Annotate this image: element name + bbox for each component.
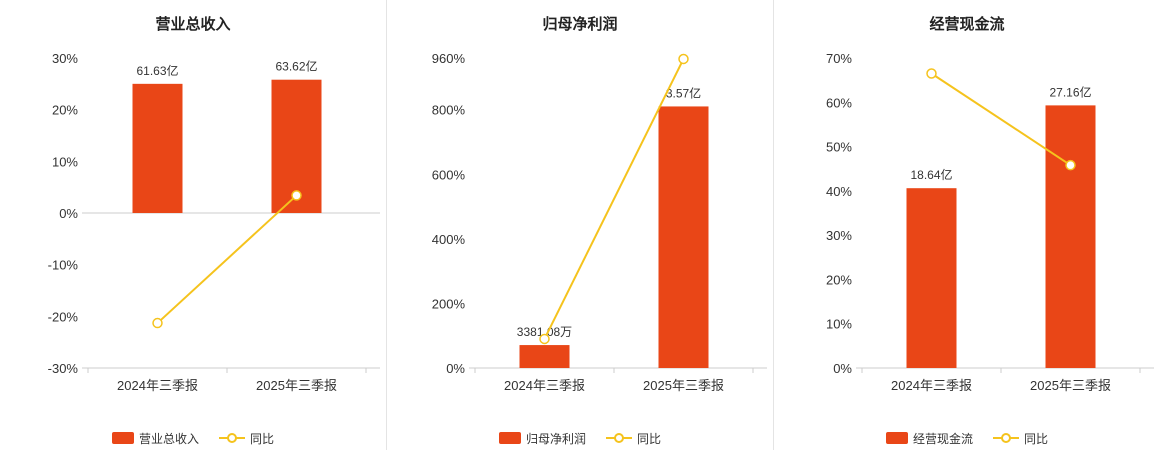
yoy-line bbox=[156, 194, 298, 324]
x-category-label: 2024年三季报 bbox=[117, 378, 198, 393]
x-category-label: 2025年三季报 bbox=[643, 378, 724, 393]
bar-series-2-item-0[interactable] bbox=[906, 188, 957, 368]
y-tick-label: 20% bbox=[52, 103, 78, 118]
yoy-marker[interactable] bbox=[1065, 159, 1076, 171]
legend-label: 归母净利润 bbox=[525, 431, 586, 446]
x-category-label: 2024年三季报 bbox=[504, 378, 585, 393]
bar-value-label: 61.63亿 bbox=[136, 63, 178, 78]
yoy-marker[interactable] bbox=[678, 53, 689, 65]
legend-label: 同比 bbox=[637, 431, 662, 446]
yoy-marker[interactable] bbox=[539, 333, 550, 345]
legend-item-line[interactable]: 同比 bbox=[219, 430, 274, 447]
y-tick-label: 10% bbox=[826, 317, 852, 332]
chart-panel-cash-flow: 经营现金流 70% 60% 50% 40% 30% 20% 10% 0% 18.64亿 27.16… bbox=[773, 0, 1160, 450]
legend: 归母净利润 同比 bbox=[387, 426, 773, 450]
y-tick-label: 20% bbox=[826, 272, 852, 287]
bar-series-1-item-0[interactable] bbox=[519, 345, 570, 368]
legend-item-bar[interactable]: 营业总收入 bbox=[111, 430, 199, 447]
legend-label: 经营现金流 bbox=[912, 431, 973, 446]
y-tick-label: 200% bbox=[432, 296, 466, 311]
legend-item-line[interactable]: 同比 bbox=[606, 430, 661, 447]
y-tick-label: 10% bbox=[52, 154, 78, 169]
y-tick-label: 400% bbox=[432, 232, 466, 247]
y-tick-label: 960% bbox=[432, 51, 466, 66]
chart-title: 营业总收入 bbox=[155, 16, 231, 33]
bar-series-0-item-0[interactable] bbox=[132, 83, 183, 213]
plot-area-2: 70% 60% 50% 40% 30% 20% 10% 0% 18.64亿 27.16亿 2024年… bbox=[826, 51, 1154, 393]
bar-value-label: 3381.08万 bbox=[517, 325, 572, 339]
y-tick-label: 70% bbox=[826, 51, 852, 66]
y-tick-label: -10% bbox=[48, 258, 79, 273]
yoy-line bbox=[930, 72, 1072, 167]
yoy-line bbox=[543, 58, 685, 340]
chart-title: 归母净利润 bbox=[542, 16, 618, 33]
y-tick-label: 50% bbox=[826, 140, 852, 155]
y-tick-label: 0% bbox=[446, 361, 465, 376]
bar-swatch-icon bbox=[885, 432, 908, 444]
line-swatch-icon bbox=[219, 432, 245, 444]
bar-value-label: 27.16亿 bbox=[1049, 84, 1091, 99]
y-tick-label: 0% bbox=[833, 361, 852, 376]
y-tick-label: 40% bbox=[826, 184, 852, 199]
plot-area-1: 960% 800% 600% 400% 200% 0% 3381.08万 3.57亿 2024年… bbox=[432, 51, 767, 393]
y-tick-label: 800% bbox=[432, 103, 466, 118]
legend: 营业总收入 同比 bbox=[0, 426, 386, 450]
y-tick-label: 30% bbox=[826, 228, 852, 243]
y-tick-label: 0% bbox=[59, 206, 78, 221]
x-category-label: 2025年三季报 bbox=[256, 378, 337, 393]
yoy-marker[interactable] bbox=[291, 190, 302, 201]
line-swatch-icon bbox=[606, 432, 632, 444]
chart-panel-revenue: 营业总收入 30% 20% 10% 0% -10% -20% -30% 61.63亿 63.62… bbox=[0, 0, 386, 450]
legend-item-bar[interactable]: 经营现金流 bbox=[885, 430, 973, 447]
legend-item-line[interactable]: 同比 bbox=[993, 430, 1048, 447]
yoy-marker[interactable] bbox=[926, 68, 937, 79]
bar-value-label: 18.64亿 bbox=[910, 167, 952, 182]
x-category-label: 2025年三季报 bbox=[1030, 378, 1111, 393]
chart-panel-net-profit: 归母净利润 960% 800% 600% 400% 200% 0% 3381.08万 3.57… bbox=[386, 0, 773, 450]
y-tick-label: 600% bbox=[432, 167, 466, 182]
plot-area-0: 30% 20% 10% 0% -10% -20% -30% 61.63亿 63.62亿 2024年… bbox=[48, 51, 380, 393]
y-tick-label: 60% bbox=[826, 95, 852, 110]
bar-value-label: 63.62亿 bbox=[275, 59, 317, 74]
x-category-label: 2024年三季报 bbox=[891, 378, 972, 393]
y-tick-label: -30% bbox=[48, 361, 79, 376]
bar-value-label: 3.57亿 bbox=[666, 85, 701, 100]
bar-series-2-item-1[interactable] bbox=[1045, 105, 1096, 368]
y-tick-label: 30% bbox=[52, 51, 78, 66]
line-swatch-icon bbox=[993, 432, 1019, 444]
legend-label: 同比 bbox=[1024, 431, 1049, 446]
legend-label: 同比 bbox=[250, 431, 275, 446]
bar-swatch-icon bbox=[111, 432, 134, 444]
legend-label: 营业总收入 bbox=[138, 431, 199, 446]
legend-item-bar[interactable]: 归母净利润 bbox=[498, 430, 586, 447]
bar-series-1-item-1[interactable] bbox=[658, 106, 709, 368]
chart-title: 经营现金流 bbox=[929, 16, 1005, 33]
yoy-marker[interactable] bbox=[152, 317, 163, 329]
y-tick-label: -20% bbox=[48, 309, 79, 324]
legend: 经营现金流 同比 bbox=[774, 426, 1160, 450]
bar-swatch-icon bbox=[498, 432, 521, 444]
